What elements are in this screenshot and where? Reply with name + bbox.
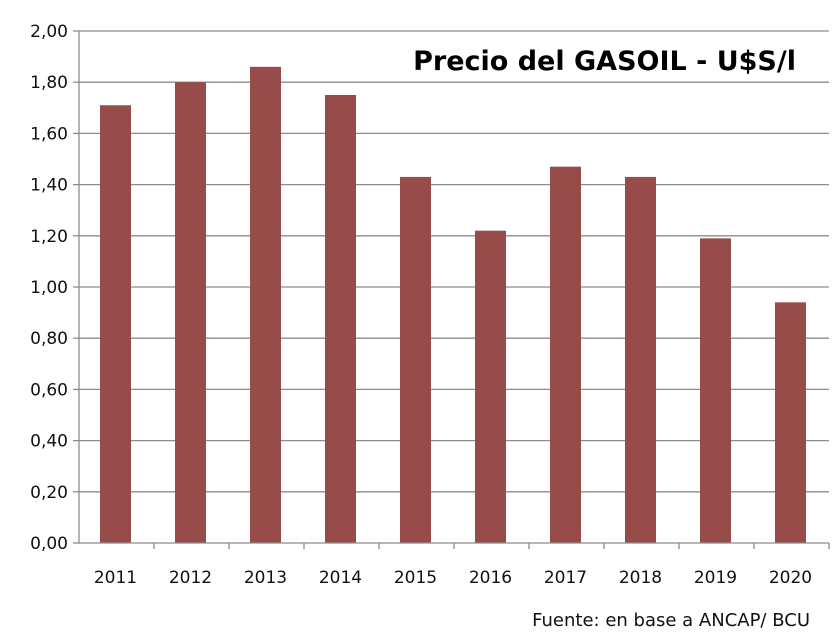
x-tick-label: 2015: [394, 568, 437, 588]
y-tick-label: 0,60: [30, 380, 68, 400]
bar-2020: [775, 302, 806, 543]
source-note: Fuente: en base a ANCAP/ BCU: [532, 610, 810, 631]
y-tick-label: 0,20: [30, 483, 68, 503]
y-tick-label: 1,80: [30, 73, 68, 93]
x-tick-label: 2017: [544, 568, 587, 588]
x-tick-label: 2018: [619, 568, 662, 588]
x-tick-label: 2013: [244, 568, 287, 588]
bar-2018: [625, 176, 656, 544]
y-tick-label: 2,00: [30, 22, 68, 42]
y-tick-label: 0,40: [30, 432, 68, 452]
bar-2015: [400, 176, 431, 544]
chart-title: Precio del GASOIL - U$S/l: [413, 46, 796, 77]
y-tick-labels: 0,00 0,20 0,40 0,60 0,80 1,00 1,20 1,40 1,60 1,80…: [30, 22, 68, 554]
y-tick-label: 0,00: [30, 534, 68, 554]
x-tick-label: 2014: [319, 568, 362, 588]
y-tick-label: 1,00: [30, 278, 68, 298]
y-tick-label: 1,40: [30, 176, 68, 196]
x-tick-label: 2012: [169, 568, 212, 588]
x-tick-label: 2016: [469, 568, 512, 588]
y-tick-label: 1,20: [30, 227, 68, 247]
y-tick-label: 0,80: [30, 329, 68, 349]
bar-2019: [700, 238, 731, 544]
x-tick-label: 2011: [94, 568, 137, 588]
bar-2017: [550, 166, 581, 543]
bars: [100, 66, 806, 544]
bar-2013: [250, 66, 281, 543]
x-tick-label: 2020: [769, 568, 812, 588]
bar-2014: [325, 95, 356, 543]
bar-2016: [475, 230, 506, 543]
axes: [73, 30, 830, 549]
x-tick-label: 2019: [694, 568, 737, 588]
x-tick-labels: 2011 2012 2013 2014 2015 2016 2017 2018 2019 2020: [94, 568, 812, 588]
bar-2012: [175, 82, 206, 543]
y-tick-label: 1,60: [30, 124, 68, 144]
bar-2011: [100, 105, 131, 544]
